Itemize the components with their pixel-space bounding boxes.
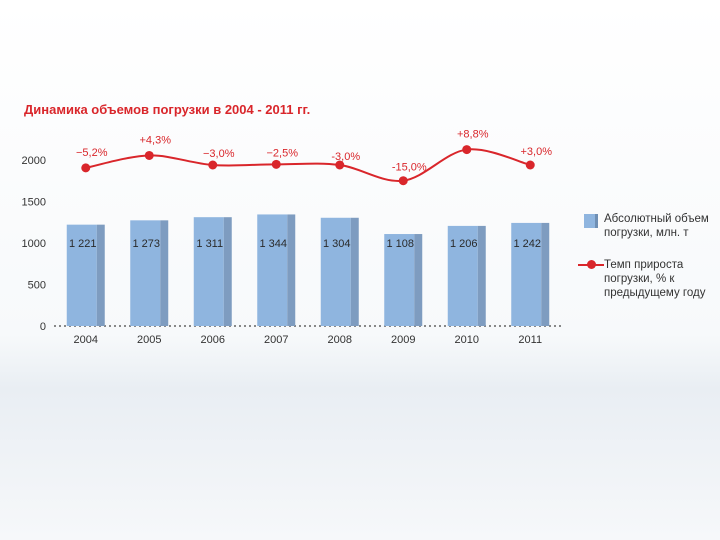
legend-item-volume: Абсолютный объем погрузки, млн. т: [584, 212, 714, 240]
x-tick-label: 2006: [201, 334, 225, 346]
bar: [320, 217, 351, 326]
bar: [193, 217, 224, 326]
legend-bar-swatch: [584, 214, 598, 228]
growth-point: [208, 160, 218, 170]
bar-value-label: 1 221: [69, 238, 97, 250]
y-tick-label: 1500: [22, 197, 46, 209]
bar-side: [160, 220, 169, 326]
growth-label: −2,5%: [267, 147, 299, 159]
growth-point: [398, 176, 408, 186]
bar-side: [96, 224, 105, 326]
bar-value-label: 1 344: [259, 238, 287, 250]
x-tick-label: 2010: [455, 334, 479, 346]
bar-value-label: 1 304: [323, 238, 351, 250]
growth-point: [81, 163, 91, 173]
growth-point: [144, 150, 154, 160]
y-tick-label: 500: [28, 280, 46, 292]
growth-label: −3,0%: [203, 148, 235, 160]
growth-point: [271, 159, 281, 169]
bar-value-label: 1 242: [513, 238, 541, 250]
y-tick-label: 1000: [22, 238, 46, 250]
bar-side: [477, 225, 486, 326]
legend: Абсолютный объем погрузки, млн. т Темп п…: [578, 212, 714, 318]
bar-side: [350, 217, 359, 326]
legend-line-label: Темп прироста погрузки, % к предыдущему …: [604, 259, 706, 299]
bar: [511, 222, 542, 326]
legend-bar-label: Абсолютный объем погрузки, млн. т: [604, 213, 709, 239]
x-tick-label: 2009: [391, 334, 415, 346]
bar-value-label: 1 311: [196, 238, 223, 250]
legend-item-growth: Темп прироста погрузки, % к предыдущему …: [578, 258, 714, 300]
bar: [384, 234, 415, 326]
x-tick-label: 2008: [328, 334, 352, 346]
x-tick-label: 2011: [518, 334, 542, 346]
bar-value-label: 1 108: [386, 238, 414, 250]
growth-label: -3,0%: [331, 151, 360, 163]
x-tick-label: 2004: [74, 334, 98, 346]
growth-point: [462, 145, 472, 155]
y-tick-label: 2000: [22, 155, 46, 167]
x-tick-label: 2007: [264, 334, 288, 346]
legend-dot-icon: [587, 260, 596, 269]
bar: [257, 214, 288, 326]
bar-value-label: 1 206: [450, 238, 478, 250]
bar-side: [287, 214, 296, 326]
bar: [66, 224, 97, 326]
growth-point: [525, 160, 535, 170]
growth-label: +3,0%: [521, 146, 553, 158]
x-tick-label: 2005: [137, 334, 161, 346]
bar-side: [541, 222, 550, 326]
y-tick-label: 0: [40, 321, 46, 333]
bar-side: [414, 234, 423, 326]
bar: [130, 220, 161, 326]
growth-label: +4,3%: [140, 134, 172, 146]
growth-label: −5,2%: [76, 147, 108, 159]
growth-point: [335, 160, 345, 170]
growth-label: +8,8%: [457, 129, 489, 141]
bar-side: [223, 217, 232, 326]
bar: [447, 225, 478, 326]
growth-label: -15,0%: [392, 162, 427, 174]
bar-value-label: 1 273: [132, 238, 160, 250]
chart-title: Динамика объемов погрузки в 2004 - 2011 …: [24, 102, 311, 117]
